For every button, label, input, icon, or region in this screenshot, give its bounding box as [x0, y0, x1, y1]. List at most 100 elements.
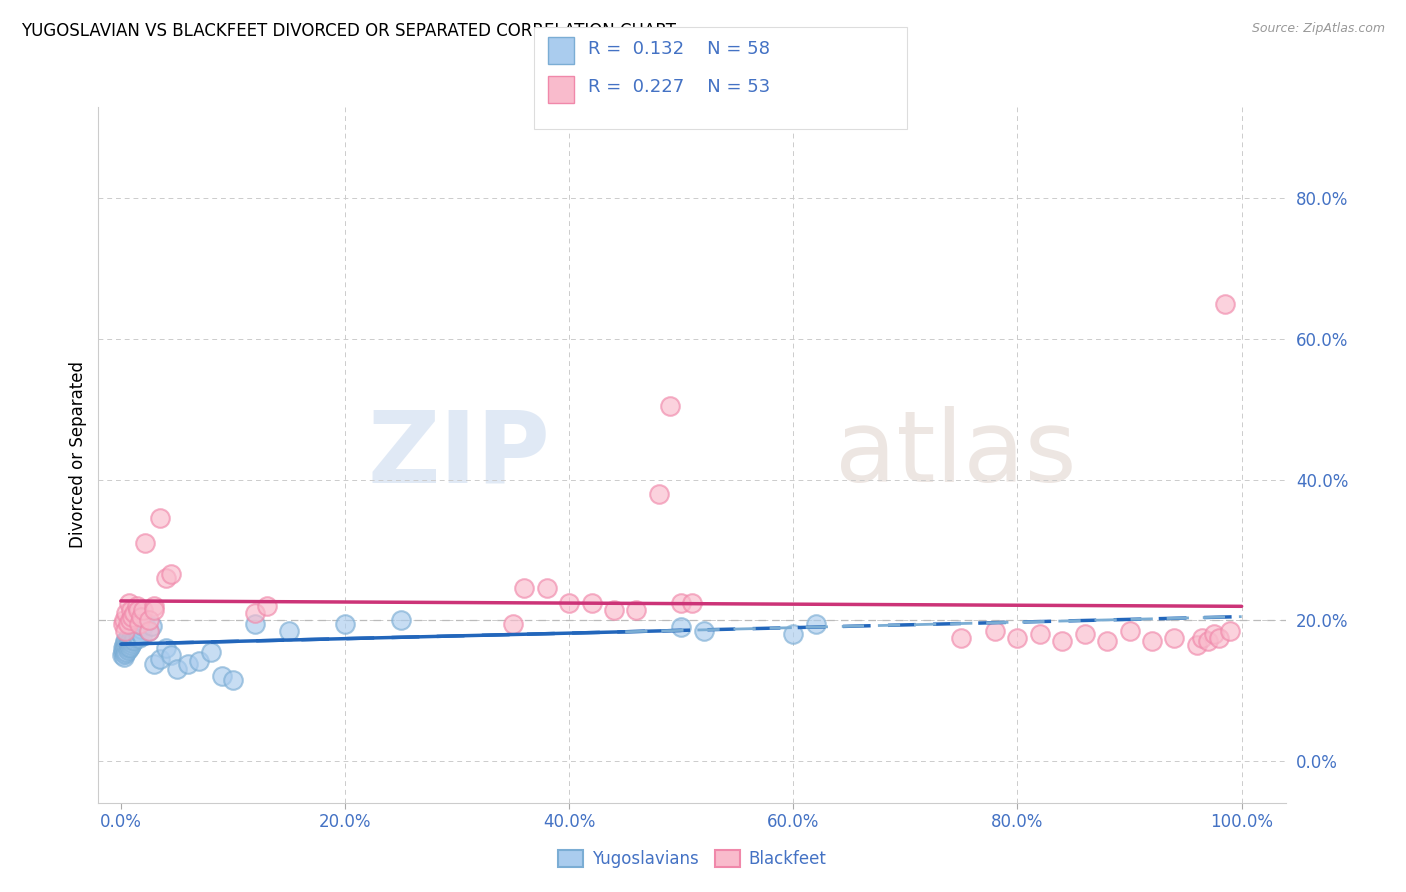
Point [112, 642, 135, 657]
Point [155, 571, 177, 585]
Point [1213, 297, 1236, 311]
Point [804, 616, 827, 631]
Point [1219, 624, 1241, 638]
Point [129, 622, 152, 636]
Point [245, 616, 267, 631]
Point [114, 624, 136, 638]
Point [149, 511, 172, 525]
Text: R =  0.132    N = 58: R = 0.132 N = 58 [588, 40, 769, 58]
Point [114, 634, 136, 648]
Point [134, 535, 156, 549]
Point [118, 628, 141, 642]
Point [155, 641, 177, 656]
Point [984, 624, 1007, 638]
Point [114, 640, 136, 654]
Point [671, 595, 693, 609]
Point [112, 613, 135, 627]
Point [127, 624, 149, 638]
Point [166, 662, 188, 676]
Point [681, 595, 703, 609]
Point [124, 631, 146, 645]
Point [1007, 631, 1029, 645]
Point [115, 645, 138, 659]
Point [782, 627, 804, 641]
Point [120, 638, 142, 652]
Point [118, 613, 141, 627]
Point [143, 602, 166, 616]
Point [200, 645, 222, 659]
Y-axis label: Divorced or Separated: Divorced or Separated [69, 361, 87, 549]
Point [112, 645, 135, 659]
Point [127, 627, 149, 641]
Point [124, 625, 146, 640]
Point [1197, 634, 1219, 648]
Point [160, 648, 183, 663]
Point [121, 635, 143, 649]
Text: YUGOSLAVIAN VS BLACKFEET DIVORCED OR SEPARATED CORRELATION CHART: YUGOSLAVIAN VS BLACKFEET DIVORCED OR SEP… [21, 22, 676, 40]
Point [188, 654, 211, 668]
Point [536, 582, 558, 596]
Point [128, 625, 150, 640]
Point [1202, 627, 1225, 641]
Point [143, 657, 166, 671]
Point [256, 599, 278, 613]
Point [120, 631, 142, 645]
Point [118, 634, 141, 648]
Point [125, 599, 148, 613]
Point [118, 595, 141, 609]
Point [115, 632, 138, 647]
Point [333, 616, 356, 631]
Point [581, 595, 603, 609]
Point [1185, 638, 1208, 652]
Point [128, 631, 150, 645]
Point [950, 631, 973, 645]
Point [1163, 631, 1185, 645]
Point [132, 602, 155, 616]
Point [141, 618, 163, 632]
Point [112, 649, 135, 664]
Point [143, 599, 166, 613]
Point [278, 624, 301, 638]
Point [1074, 627, 1097, 641]
Point [122, 627, 145, 641]
Point [558, 595, 581, 609]
Point [132, 618, 155, 632]
Point [117, 642, 139, 657]
Point [603, 602, 626, 616]
Point [671, 620, 693, 634]
Point [112, 616, 135, 631]
Point [115, 638, 138, 652]
Point [626, 602, 648, 616]
Point [1118, 624, 1140, 638]
Point [659, 399, 682, 413]
Point [1052, 634, 1074, 648]
Point [1208, 631, 1230, 645]
Point [122, 634, 145, 648]
Point [127, 602, 149, 616]
Point [112, 638, 135, 652]
Point [128, 616, 150, 631]
Point [1140, 634, 1163, 648]
Point [120, 602, 142, 616]
Point [118, 640, 141, 654]
Point [1029, 627, 1052, 641]
Point [129, 609, 152, 624]
Point [138, 624, 160, 638]
Point [138, 613, 160, 627]
Text: ZIP: ZIP [367, 407, 550, 503]
Point [160, 567, 183, 582]
Text: atlas: atlas [835, 407, 1077, 503]
Point [118, 632, 141, 647]
Point [121, 609, 143, 624]
Point [502, 616, 524, 631]
Point [115, 606, 138, 620]
Point [134, 616, 156, 631]
Point [138, 624, 160, 638]
Point [177, 657, 200, 671]
Point [131, 628, 153, 642]
Point [111, 648, 134, 663]
Point [222, 673, 245, 687]
Point [121, 628, 143, 642]
Text: Source: ZipAtlas.com: Source: ZipAtlas.com [1251, 22, 1385, 36]
Point [124, 632, 146, 647]
